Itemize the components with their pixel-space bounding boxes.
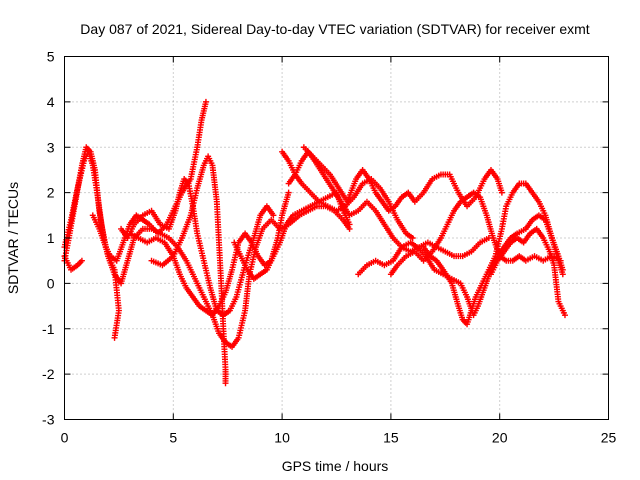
- data-point: [111, 334, 118, 341]
- data-point: [202, 98, 209, 105]
- chart-title: Day 087 of 2021, Sidereal Day-to-day VTE…: [80, 21, 589, 37]
- axis-ticks: 0 5 10 15 20 25 -3 -2 -1 0 1 2 3 4 5: [42, 49, 616, 446]
- series-track-6: [148, 153, 229, 387]
- x-tick-label: 10: [274, 430, 290, 446]
- y-tick-label: 0: [47, 275, 55, 291]
- y-tick-label: 1: [47, 230, 55, 246]
- data-point: [498, 189, 505, 196]
- data-point: [346, 221, 353, 228]
- data-point: [78, 257, 85, 264]
- data-point: [222, 380, 229, 387]
- x-tick-label: 20: [492, 430, 508, 446]
- series-track-3: [61, 253, 85, 273]
- y-tick-label: -1: [42, 321, 55, 337]
- y-tick-label: 4: [47, 94, 55, 110]
- y-axis-label: SDTVAR / TECUs: [5, 182, 21, 294]
- data-point: [559, 266, 566, 273]
- data-point: [270, 212, 277, 219]
- data-point: [561, 312, 568, 319]
- series-track-11: [300, 144, 505, 214]
- series-track-14: [420, 180, 566, 328]
- x-axis-label: GPS time / hours: [282, 458, 389, 474]
- x-tick-label: 0: [61, 430, 69, 446]
- data-point: [409, 235, 416, 241]
- series-track-2: [61, 148, 122, 341]
- x-tick-label: 5: [169, 430, 177, 446]
- y-tick-label: -2: [42, 366, 55, 382]
- y-tick-label: 2: [47, 185, 55, 201]
- data-points: [61, 98, 568, 387]
- x-tick-label: 25: [601, 430, 617, 446]
- series-track-15: [487, 225, 568, 319]
- x-tick-label: 15: [383, 430, 399, 446]
- y-tick-label: 5: [47, 49, 55, 65]
- grid-lines: [64, 56, 609, 420]
- series-track-8: [231, 189, 353, 282]
- y-tick-label: -3: [42, 412, 55, 428]
- data-point: [285, 189, 292, 196]
- y-tick-label: 3: [47, 139, 55, 155]
